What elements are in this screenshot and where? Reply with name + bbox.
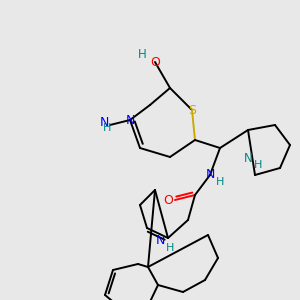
Text: N: N xyxy=(244,152,252,164)
Text: H: H xyxy=(216,177,224,187)
Text: H: H xyxy=(254,160,262,170)
Text: H: H xyxy=(138,49,146,62)
Text: S: S xyxy=(188,103,196,116)
Text: N: N xyxy=(155,233,165,247)
Text: N: N xyxy=(205,169,215,182)
Text: H: H xyxy=(103,123,111,133)
Text: H: H xyxy=(166,243,174,253)
Text: O: O xyxy=(163,194,173,206)
Text: O: O xyxy=(150,56,160,68)
Text: N: N xyxy=(125,113,135,127)
Text: N: N xyxy=(100,116,110,128)
